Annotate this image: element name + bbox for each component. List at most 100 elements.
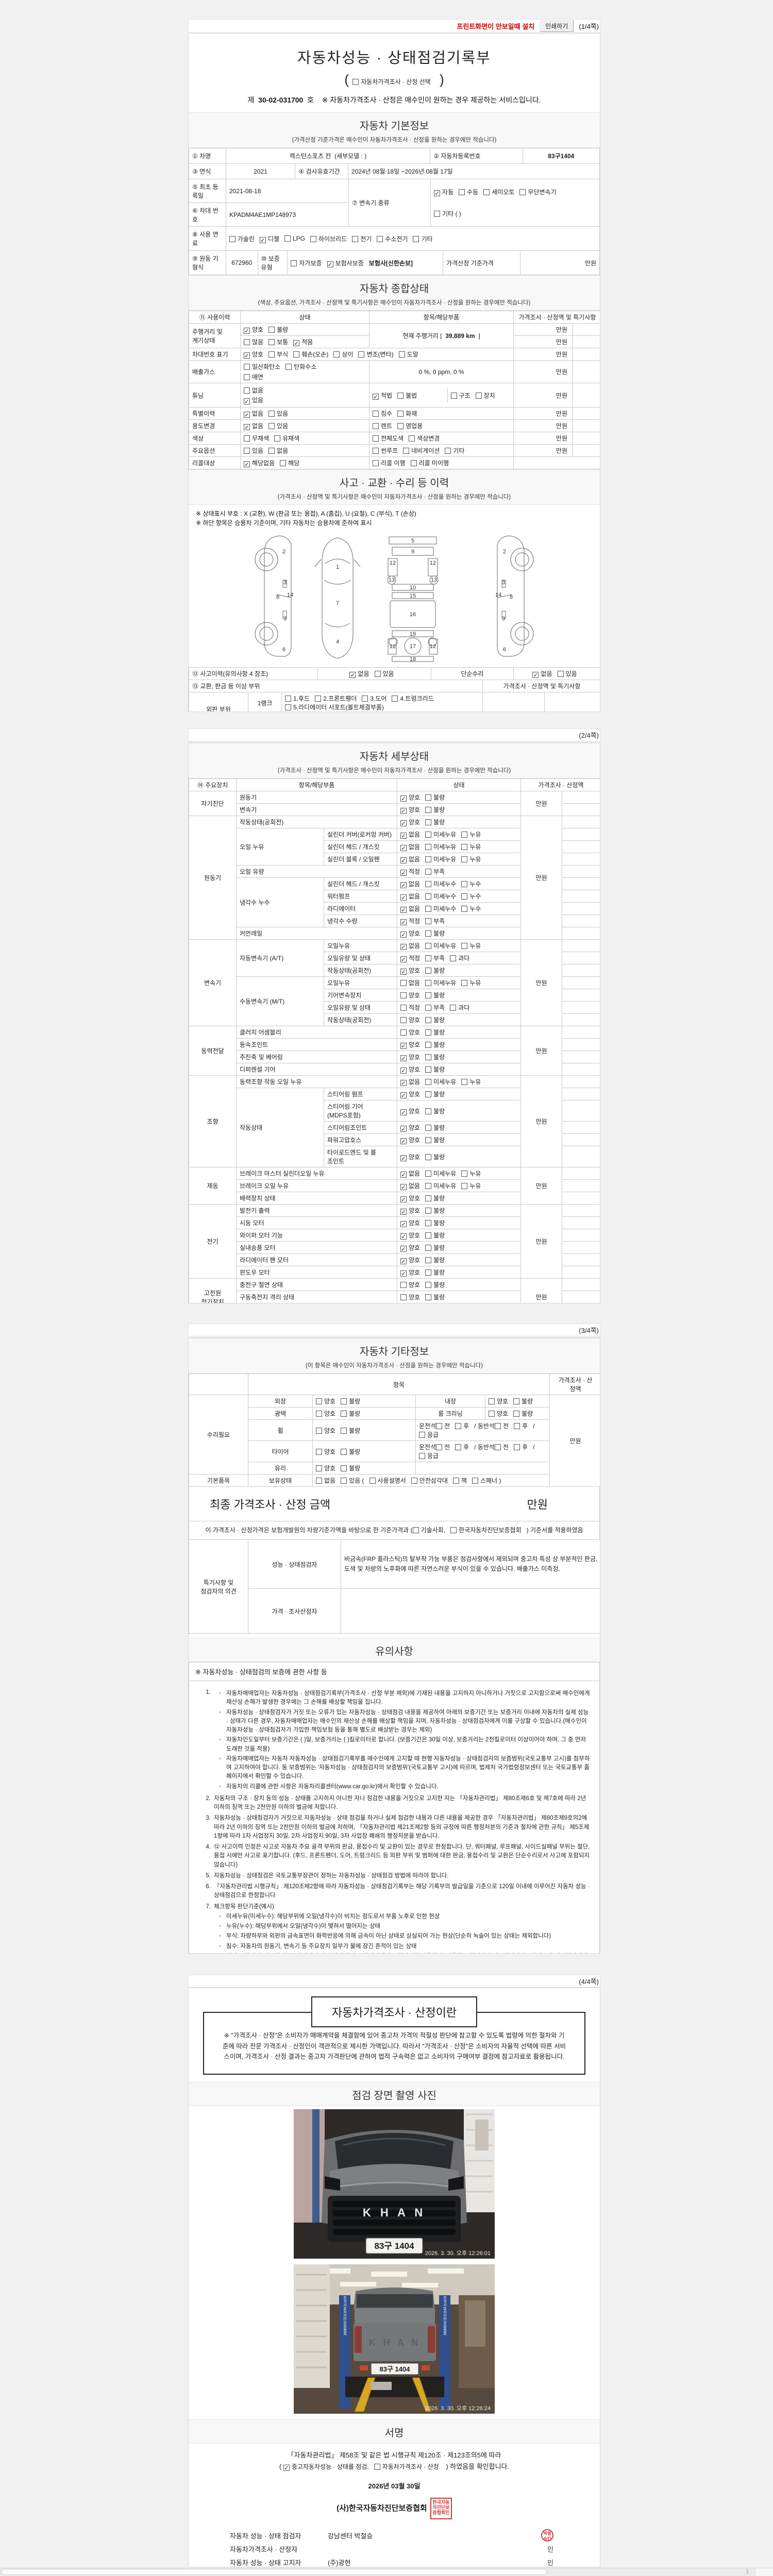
checked-checkbox-icon: ✓ <box>400 1246 407 1252</box>
checkbox-label: 없음 <box>409 831 421 838</box>
comprehensive-state-table: ⑪ 사용이력 상태 항목/해당부품 가격조사 · 산정액 및 특기사항 주행거리… <box>189 311 600 469</box>
rear-photo-svg: 한국자동차진단보증협회 한국자동차진단보증협회 K H A N 83구 1404… <box>294 2264 495 2414</box>
page-indicator-3: (3/4쪽) <box>579 1327 599 1334</box>
unchecked-checkbox-icon <box>268 339 275 345</box>
unchecked-checkbox-icon <box>475 392 482 399</box>
checkbox-label: 양호 <box>409 1281 421 1289</box>
checkbox-label: 무단변속기 <box>528 189 557 196</box>
section-detail-header: 자동차 세부상태 (가격조사 · 산정액 및 특기사항은 매수인이 자동차가격조… <box>189 743 600 778</box>
checked-checkbox-icon: ✓ <box>244 424 250 431</box>
checkbox-label: 없음 <box>252 422 264 430</box>
checkbox-label: 양호 <box>409 1107 421 1115</box>
unchecked-checkbox-icon <box>452 1478 459 1484</box>
table-row: 냉각수 누수 실린더 헤드 / 개스킷 ✓ 없음 미세누수 누수 <box>189 877 600 927</box>
org-stamp-icon: 한국자동차진단보증협회인 <box>430 2498 452 2520</box>
section-sign-header: 서명 <box>189 2419 600 2444</box>
checkbox-label: 불량 <box>433 1124 445 1131</box>
checkbox-label: 있음 <box>277 410 289 417</box>
scroll-right-arrow-icon[interactable]: 〉 <box>746 2569 752 2575</box>
checkbox-option: ✓ 없음 <box>400 941 420 951</box>
table-row: 많음 보통 ✓ 적음 만원 <box>189 335 600 348</box>
checkbox-option: 후 <box>455 1443 469 1451</box>
svg-text:6: 6 <box>503 647 506 653</box>
unchecked-checkbox-icon <box>425 1108 432 1114</box>
checkbox-option: ✓ 양호 <box>400 1090 420 1099</box>
checkbox-option: 기타 <box>445 446 464 455</box>
checkbox-option: ✓ 자동 <box>434 188 453 197</box>
checkbox-label: 누유 <box>469 856 481 863</box>
table-row: 디퍼렌셜 기어 ✓ 양호 불량 <box>189 1063 600 1076</box>
unchecked-checkbox-icon <box>436 1423 443 1429</box>
about-price-survey-box: 자동차가격조사 · 산정이란 ※ "가격조사 · 산정"은 소비자가 매매계약을… <box>203 1996 585 2075</box>
unchecked-checkbox-icon <box>316 1448 322 1455</box>
checkbox-option: 상이 <box>333 350 353 359</box>
car-name: 렉스턴스포츠 칸 <box>289 152 331 160</box>
checkbox-option: 불량 <box>425 1136 445 1144</box>
accident-history-table: ⑫ 사고이력(유의사항 4 참조) ✓ 없음 있음 단순수리 ✓ 없음 있음 <box>189 667 600 680</box>
checkbox-label: 없음 <box>252 387 264 394</box>
checked-checkbox-icon: ✓ <box>400 1172 407 1178</box>
engine-type: 672960 <box>226 251 258 275</box>
checkbox-option: 응급 <box>419 1451 439 1460</box>
print-button[interactable]: 인쇄하기 <box>540 20 574 32</box>
checked-checkbox-icon: ✓ <box>400 808 407 815</box>
checked-checkbox-icon: ✓ <box>400 1043 407 1049</box>
svg-text:14: 14 <box>495 592 501 598</box>
scrollbar-thumb[interactable] <box>1 2569 547 2575</box>
install-plugin-note: 프린트화면이 안보일때 설치 <box>457 23 535 30</box>
unchecked-checkbox-icon <box>461 844 468 850</box>
svg-text:한국자동차진단보증협회: 한국자동차진단보증협회 <box>343 2296 347 2336</box>
unchecked-checkbox-icon <box>425 1154 432 1160</box>
unchecked-checkbox-icon <box>472 1478 478 1484</box>
table-row: 조향 동력조향 작동 오일 누유 ✓ 없음 미세누유 누유 만원 <box>189 1075 600 1167</box>
svg-text:13: 13 <box>431 577 437 583</box>
checkbox-label: 기술사회, <box>421 1527 446 1534</box>
checkbox-label: 없음 <box>409 1078 421 1086</box>
unchecked-checkbox-icon <box>425 1245 432 1251</box>
checkbox-label: 없음 <box>409 1170 421 1177</box>
checked-checkbox-icon: ✓ <box>400 1233 407 1240</box>
unchecked-checkbox-icon <box>316 1398 322 1404</box>
current-mileage: 현재 주행거리 [ 39,889 km ] <box>369 323 514 348</box>
checkbox-option: 구조 <box>450 391 470 400</box>
horizontal-scrollbar[interactable]: 〉 <box>0 2568 773 2576</box>
notice-bullet: ◦ 자동차의 리콜에 관한 사항은 자동차리콜센터(www.car.go.kr)에… <box>219 1783 439 1790</box>
checked-checkbox-icon: ✓ <box>400 1055 407 1062</box>
unchecked-checkbox-icon <box>450 955 457 961</box>
checkbox-label: 양호 <box>409 1137 421 1144</box>
checkbox-label: 있음 <box>252 447 264 454</box>
checkbox-label: 썬루프 <box>381 447 398 454</box>
table-row: 수리필요 외장 양호 불량 내장 양호 불량 만원 <box>189 1395 600 1487</box>
checkbox-option: 누유 <box>461 941 481 950</box>
checkbox-label: 양호 <box>409 1016 421 1024</box>
checkbox-label: 미세누유 <box>433 856 457 863</box>
sign-legal-text: 「자동차관리법」 제58조 및 같은 법 시행규칙 제120조 · 제123조의… <box>189 2444 600 2472</box>
checkbox-option: 미세누유 <box>425 978 456 987</box>
checkbox-option: 썬루프 <box>373 446 398 455</box>
checkbox-option: 1.후드 <box>285 694 310 703</box>
checkbox-option: 누유 <box>461 1181 481 1190</box>
checkbox-label: 불량 <box>433 1269 445 1276</box>
checkbox-label: 불량 <box>433 1137 445 1144</box>
table-row: 유리 양호 불량 <box>189 1462 600 1475</box>
table-row: 변속기 ✓ 양호 불량 <box>189 803 600 816</box>
checkbox-label: 양호 <box>252 351 264 358</box>
checkbox-option: ✓ 없음 <box>244 409 263 418</box>
unchecked-checkbox-icon <box>425 869 432 875</box>
checkbox-option: 과다 <box>450 1003 469 1012</box>
checkbox-label: 불량 <box>433 1029 445 1036</box>
checkbox-label: 양호 <box>409 806 421 814</box>
unchecked-checkbox-icon <box>425 893 432 900</box>
checkbox-label: 화재 <box>406 410 417 417</box>
checkbox-option: 불량 <box>425 1153 445 1161</box>
checkbox-option: 불량 <box>268 325 288 334</box>
checkbox-label: 후 <box>463 1422 469 1430</box>
checkbox-option: ✓ 양호 <box>400 805 421 815</box>
unchecked-checkbox-icon <box>419 1432 425 1438</box>
checkbox-label: 누수 <box>469 893 481 900</box>
notice-item: 5. 자동차성능 · 상태점검은 국토교통부장관이 정하는 자동차성능 · 상태점… <box>197 1872 591 1880</box>
svg-text:16: 16 <box>410 612 416 618</box>
checked-checkbox-icon: ✓ <box>244 461 250 468</box>
checkbox-label: 침수 <box>381 410 393 417</box>
unchecked-checkbox-icon <box>397 392 404 399</box>
